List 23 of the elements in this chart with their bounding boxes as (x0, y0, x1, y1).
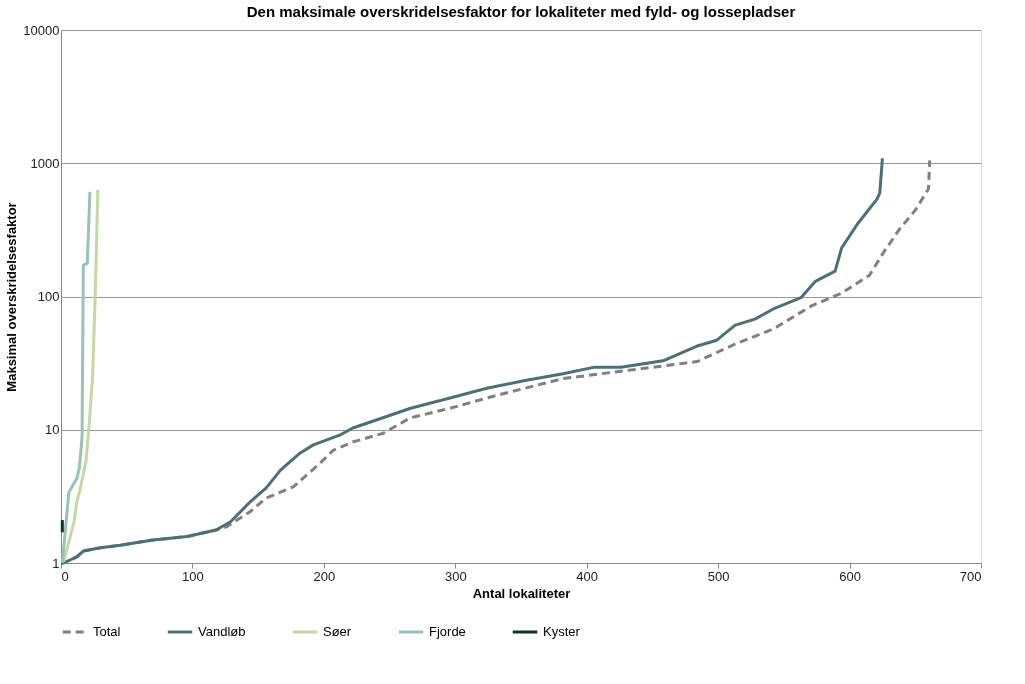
x-tick-label: 300 (444, 568, 467, 584)
x-tick-label: 0 (61, 568, 69, 584)
y-axis-title: Maksimal overskridelsesfaktor (4, 202, 20, 392)
x-axis-title: Antal lokaliteter (472, 585, 571, 601)
x-tick-label: 500 (707, 568, 730, 584)
legend-label: Vandløb (198, 624, 246, 639)
y-tick-label: 10 (45, 422, 60, 438)
legend-label: Søer (323, 624, 352, 639)
legend-label: Fjorde (429, 624, 466, 639)
chart-title: Den maksimale overskridelsesfaktor for lokaliteter med fyld- og lossepladser (246, 3, 796, 20)
x-tick-label: 400 (576, 568, 599, 584)
y-tick-label: 1 (52, 555, 60, 571)
y-tick-label: 1000 (30, 155, 60, 171)
x-tick-label: 200 (313, 568, 336, 584)
line-series (62, 188, 100, 564)
x-tick-label: 600 (839, 568, 861, 584)
legend-label: Kyster (543, 624, 581, 639)
y-tick-label: 100 (37, 289, 60, 304)
line-series (60, 190, 92, 565)
x-tick-label: 700 (959, 568, 982, 584)
legend-label: Total (93, 624, 121, 639)
x-tick-label: 100 (182, 568, 204, 584)
y-tick-label: 10000 (23, 22, 60, 38)
